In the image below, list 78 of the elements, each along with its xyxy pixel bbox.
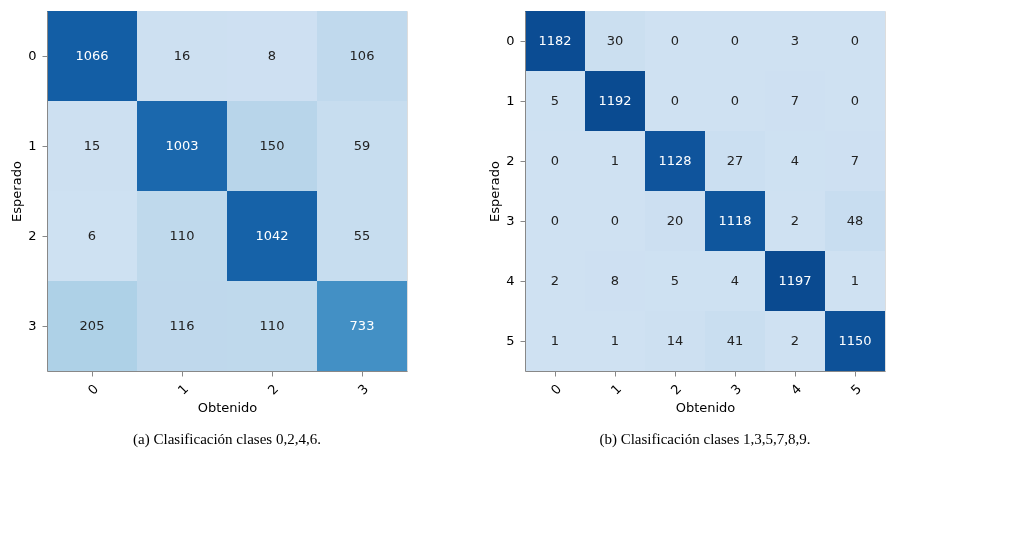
data-label: 30 [606,33,624,48]
data-label: 0 [550,213,560,228]
data-label: 733 [349,318,375,333]
data-label: 1192 [598,93,632,108]
data-label: 0 [730,33,740,48]
x-axis-title: Obtenido [197,399,258,415]
data-label: 1042 [255,228,289,243]
x-tick-label: 0 [547,381,565,398]
x-tick-label: 2 [667,381,685,398]
data-label: 2 [550,273,560,288]
data-label: 1 [610,153,620,168]
data-label: 1197 [778,273,812,288]
data-label: 7 [850,153,860,168]
data-label: 0 [670,33,680,48]
x-tick-label: 3 [727,381,745,398]
y-tick-label: 4 [506,273,515,288]
data-label: 1 [850,273,860,288]
y-tick-label: 0 [506,33,515,48]
y-tick-label: 2 [28,228,37,243]
y-axis-title: Esperado [487,161,503,222]
data-label: 1 [550,333,560,348]
data-label: 8 [267,48,277,63]
data-label: 1182 [538,33,572,48]
data-label: 116 [169,318,195,333]
data-label: 0 [850,33,860,48]
x-tick-label: 0 [84,381,102,398]
data-label: 1118 [718,213,752,228]
data-label: 3 [790,33,800,48]
data-label: 27 [726,153,744,168]
data-label: 1066 [75,48,109,63]
data-label: 5 [670,273,680,288]
data-label: 41 [726,333,744,348]
data-label: 6 [87,228,97,243]
data-label: 20 [666,213,684,228]
data-label: 16 [173,48,191,63]
data-label: 59 [353,138,371,153]
text: (a) Clasificación clases 0,2,4,6. [133,431,321,449]
data-label: 110 [259,318,285,333]
data-label: 4 [790,153,800,168]
y-tick-label: 5 [506,333,515,348]
x-tick-label: 4 [787,381,805,398]
data-label: 0 [550,153,560,168]
data-label: 8 [610,273,620,288]
x-tick-label: 1 [607,381,625,398]
data-label: 0 [850,93,860,108]
data-label: 106 [349,48,375,63]
x-axis-title: Obtenido [675,399,736,415]
data-label: 205 [79,318,105,333]
x-tick-label: 5 [847,381,865,398]
data-label: 0 [610,213,620,228]
x-tick-label: 1 [174,381,192,398]
y-tick-label: 2 [506,153,515,168]
data-label: 1128 [658,153,692,168]
data-label: 14 [666,333,684,348]
y-tick-label: 3 [28,318,37,333]
data-label: 1003 [165,138,199,153]
data-label: 5 [550,93,560,108]
y-axis-title: Esperado [9,161,25,222]
data-label: 2 [790,213,800,228]
data-label: 110 [169,228,195,243]
y-tick-label: 0 [28,48,37,63]
data-label: 4 [730,273,740,288]
data-label: 1150 [838,333,872,348]
data-label: 2 [790,333,800,348]
data-label: 7 [790,93,800,108]
data-label: 48 [846,213,864,228]
data-label: 0 [670,93,680,108]
data-label: 0 [730,93,740,108]
x-tick-label: 2 [264,381,282,398]
data-label: 150 [259,138,285,153]
data-label: 15 [83,138,101,153]
data-label: 55 [353,228,371,243]
y-tick-label: 1 [28,138,37,153]
y-tick-label: 3 [506,213,515,228]
text: (b) Clasificación clases 1,3,5,7,8,9. [599,431,811,449]
y-tick-label: 1 [506,93,515,108]
x-tick-label: 3 [354,381,372,398]
data-label: 1 [610,333,620,348]
